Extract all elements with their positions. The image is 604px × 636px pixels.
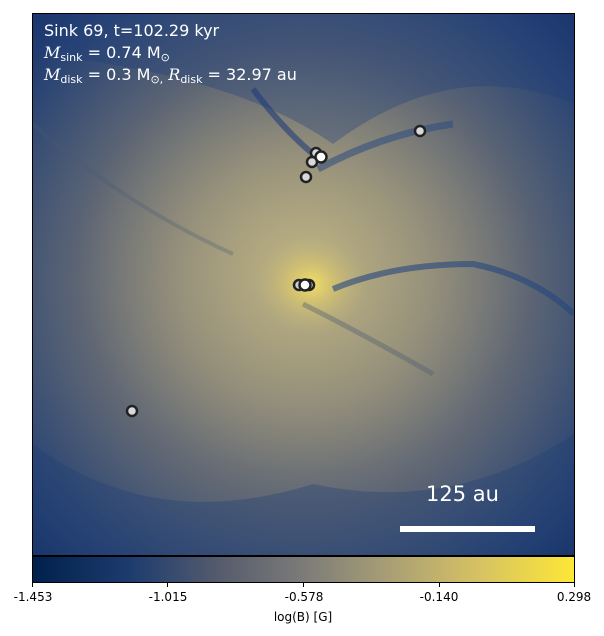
sink-particle (305, 155, 319, 169)
colorbar-tick (167, 583, 168, 587)
r-disk-subscript: disk (180, 73, 203, 86)
disk-mass-value: = 0.3 M (87, 65, 151, 84)
sink-particle (299, 170, 313, 184)
colorbar-tick (439, 583, 440, 587)
colorbar-tick-label: -0.140 (419, 590, 459, 604)
sun-symbol: ⊙ (160, 51, 170, 64)
sink-mass-value: = 0.74 M (87, 43, 161, 62)
scalebar (400, 526, 535, 532)
colorbar-tick-label: -1.015 (148, 590, 188, 604)
colorbar-tick-label: -1.453 (13, 590, 53, 604)
colorbar (32, 556, 575, 583)
colorbar-tick (574, 583, 575, 587)
sink-particle (125, 404, 139, 418)
colorbar-tick-label: 0.298 (556, 590, 592, 604)
colorbar-tick-label: -0.578 (284, 590, 324, 604)
m-sink-subscript: sink (60, 51, 83, 64)
disk-properties: Mdisk = 0.3 M⊙, Rdisk = 32.97 au (44, 64, 297, 91)
sun-symbol: ⊙, (150, 73, 164, 86)
m-symbol: M (44, 43, 61, 62)
sink-mass: Msink = 0.74 M⊙ (44, 42, 170, 69)
field-map-image (33, 14, 574, 555)
sink-particle (298, 278, 312, 292)
sink-particles (125, 124, 427, 418)
colorbar-tick (32, 583, 33, 587)
scalebar-label: 125 au (426, 482, 499, 506)
disk-radius-value: = 32.97 au (207, 65, 297, 84)
m-symbol: M (44, 65, 61, 84)
sink-title: Sink 69, t=102.29 kyr (44, 21, 220, 40)
sink-particle (413, 124, 427, 138)
colorbar-label: log(B) [G] (273, 610, 333, 624)
r-symbol: R (168, 65, 181, 84)
magnetic-field-map: Sink 69, t=102.29 kyr Msink = 0.74 M⊙ Md… (32, 13, 575, 556)
m-disk-subscript: disk (60, 73, 83, 86)
colorbar-tick (303, 583, 304, 587)
